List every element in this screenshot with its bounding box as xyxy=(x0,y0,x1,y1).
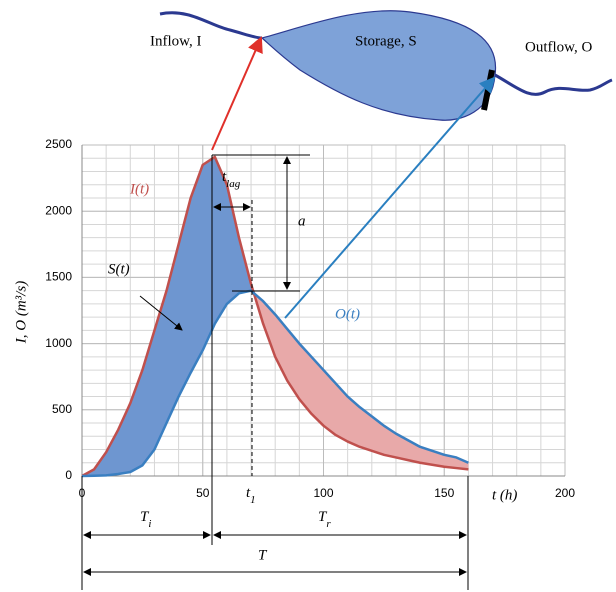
fills xyxy=(82,156,469,476)
lag-sub: lag xyxy=(226,178,241,190)
lag-main: t xyxy=(222,169,227,185)
t-label: T xyxy=(258,547,268,563)
storage-reservoir xyxy=(260,10,497,121)
x-tick-label: 0 xyxy=(79,486,86,500)
t1-sub: 1 xyxy=(250,494,256,506)
outflow-stream xyxy=(494,73,613,96)
lag-label: tlag xyxy=(222,169,241,189)
inflow-curve-label: I(t) xyxy=(129,181,149,197)
y-tick-label: 1000 xyxy=(45,336,72,350)
outflow-arrow xyxy=(284,76,496,319)
series-line xyxy=(81,155,469,478)
storage-curve-label: S(t) xyxy=(108,261,130,277)
outflow-label: Outflow, O xyxy=(525,39,593,55)
ti-label: Ti xyxy=(140,509,151,529)
tr-label: Tr xyxy=(318,509,331,529)
y-tick-label: 1500 xyxy=(45,270,72,284)
x-tick-label: 150 xyxy=(434,486,454,500)
x-axis-label: t (h) xyxy=(492,487,517,503)
ti-sub: i xyxy=(148,518,151,530)
outflow-curve-label: O(t) xyxy=(335,306,360,322)
inflow-arrow xyxy=(211,36,263,151)
tr-sub: r xyxy=(326,518,331,530)
inflow-label: Inflow, I xyxy=(150,33,202,49)
storage-label: Storage, S xyxy=(355,33,417,49)
ti-main: T xyxy=(140,509,150,525)
x-tick-label: 50 xyxy=(196,486,210,500)
y-tick-label: 500 xyxy=(52,402,72,416)
y-tick-label: 0 xyxy=(65,468,72,482)
x-tick-label: 200 xyxy=(555,486,575,500)
tr-main: T xyxy=(318,509,328,525)
t1-main: t xyxy=(246,485,251,501)
storage-falling xyxy=(253,293,469,470)
y-tick-label: 2000 xyxy=(45,203,72,217)
annotation-lines xyxy=(81,154,469,590)
lines xyxy=(81,155,469,478)
t1-label: t1 xyxy=(246,485,256,505)
y-axis-label: I, O (m³/s) xyxy=(13,281,29,344)
storage-rising xyxy=(82,156,254,476)
series-line xyxy=(81,289,469,478)
y-tick-label: 2500 xyxy=(45,137,72,151)
x-tick-label: 100 xyxy=(313,486,333,500)
a-label: a xyxy=(298,213,306,229)
